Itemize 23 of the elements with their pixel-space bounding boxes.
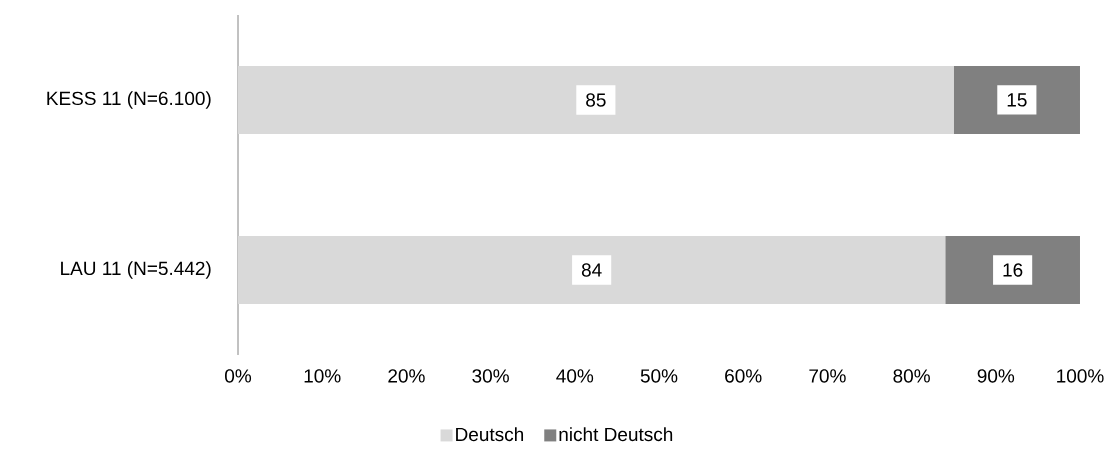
bar: [238, 66, 954, 134]
x-tick-label: 90%: [977, 369, 1015, 383]
data-label: 16: [1003, 263, 1023, 277]
legend-label: nicht Deutsch: [559, 427, 673, 442]
x-tick-label: 40%: [556, 369, 594, 383]
data-label: 15: [1007, 93, 1027, 107]
bar: [945, 235, 1080, 304]
data-label: 85: [586, 93, 606, 107]
y-tick-label: LAU 11 (N=5.442): [61, 261, 211, 279]
x-tick-label: 50%: [640, 369, 678, 383]
bar: [953, 66, 1080, 134]
x-tick-label: 30%: [472, 369, 509, 383]
x-tick-label: 0%: [225, 369, 252, 383]
x-tick-label: 80%: [893, 369, 930, 383]
x-tick-label: 60%: [725, 369, 762, 383]
x-tick-label: 70%: [809, 369, 846, 383]
y-tick-label: KESS 11 (N=6.100): [47, 91, 211, 109]
x-tick-label: 100%: [1057, 369, 1104, 383]
data-label: 84: [581, 263, 602, 277]
bar: [238, 235, 946, 304]
legend-label: Deutsch: [456, 427, 524, 442]
x-tick-label: 10%: [304, 369, 341, 383]
x-tick-label: 20%: [388, 369, 425, 383]
